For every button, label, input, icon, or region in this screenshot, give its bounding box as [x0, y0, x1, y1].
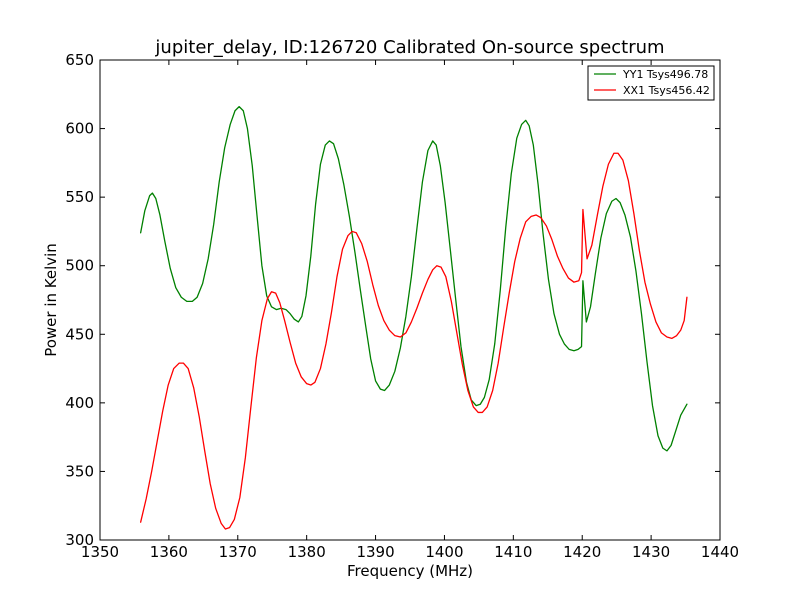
- x-tick-label: 1390: [356, 543, 394, 561]
- x-tick-label: 1430: [632, 543, 670, 561]
- x-tick-label: 1370: [219, 543, 257, 561]
- x-tick-label: 1420: [563, 543, 601, 561]
- chart-title: jupiter_delay, ID:126720 Calibrated On-s…: [154, 37, 664, 58]
- legend-label-1: YY1 Tsys496.78: [622, 68, 708, 81]
- y-tick-label: 500: [65, 257, 94, 275]
- y-tick-label: 650: [65, 51, 94, 69]
- x-tick-label: 1360: [150, 543, 188, 561]
- x-tick-label: 1400: [425, 543, 463, 561]
- x-axis-label: Frequency (MHz): [347, 562, 473, 580]
- y-axis-label: Power in Kelvin: [42, 243, 60, 357]
- ticks-layer: 1350 1360 1370 1380 1390 1400 1410 1420 1430 1440…: [65, 51, 739, 561]
- legend: YY1 Tsys496.78 XX1 Tsys456.42: [587, 65, 715, 101]
- series-layer: [139, 105, 688, 530]
- y-tick-label: 400: [65, 394, 94, 412]
- y-tick-label: 550: [65, 188, 94, 206]
- series-line-1: [139, 105, 688, 452]
- series-line-2: [139, 152, 688, 530]
- legend-label-2: XX1 Tsys456.42: [623, 84, 710, 97]
- y-tick-label: 600: [65, 120, 94, 138]
- y-tick-label: 350: [65, 462, 94, 480]
- legend-items: YY1 Tsys496.78 XX1 Tsys456.42: [594, 68, 710, 97]
- x-tick-label: 1440: [701, 543, 739, 561]
- y-tick-label: 450: [65, 325, 94, 343]
- plot-frame: [99, 59, 721, 541]
- legend-box: [587, 65, 715, 101]
- x-tick-label: 1410: [494, 543, 532, 561]
- y-tick-label: 300: [65, 531, 94, 549]
- x-tick-label: 1350: [81, 543, 119, 561]
- x-tick-label: 1380: [288, 543, 326, 561]
